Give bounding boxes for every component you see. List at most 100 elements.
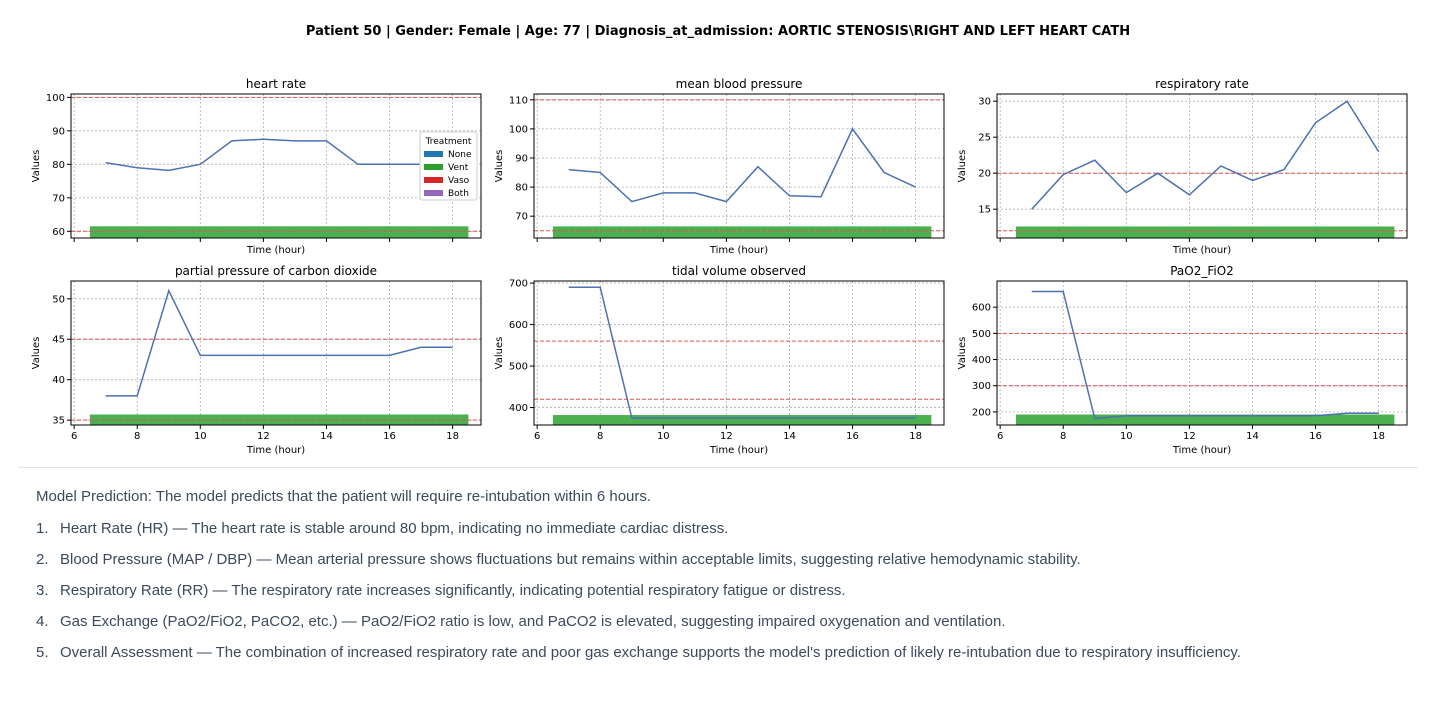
finding-text: Heart Rate (HR) — The heart rate is stab… bbox=[60, 520, 729, 537]
plot-frame bbox=[70, 280, 482, 426]
chart-title: partial pressure of carbon dioxide bbox=[175, 264, 377, 278]
y-tick-label: 200 bbox=[972, 407, 991, 418]
finding-item: 4. Gas Exchange (PaO2/FiO2, PaCO2, etc.) … bbox=[36, 612, 1416, 632]
y-axis-label: Values bbox=[957, 337, 968, 370]
x-tick-label: 18 bbox=[1372, 431, 1385, 442]
y-tick-label: 90 bbox=[52, 126, 65, 137]
legend-swatch-none bbox=[424, 151, 443, 157]
x-tick-label: 10 bbox=[657, 431, 670, 442]
y-axis-label: Values bbox=[957, 150, 968, 183]
x-axis-label: Time (hour) bbox=[1172, 445, 1231, 456]
y-tick-label: 400 bbox=[509, 403, 528, 414]
chart-title: tidal volume observed bbox=[672, 264, 806, 278]
y-tick-label: 80 bbox=[515, 183, 528, 194]
treatment-bar-vent bbox=[1015, 414, 1395, 425]
x-tick-label: 14 bbox=[783, 431, 796, 442]
x-axis-label: Time (hour) bbox=[709, 245, 768, 256]
series-line bbox=[1031, 290, 1379, 420]
legend-swatch-both bbox=[424, 190, 443, 196]
finding-item: 3. Respiratory Rate (RR) — The respirator… bbox=[36, 581, 1416, 601]
section-divider bbox=[18, 467, 1418, 468]
x-tick-label: 10 bbox=[1120, 431, 1133, 442]
plot-frame bbox=[996, 93, 1408, 239]
finding-text: Blood Pressure (MAP / DBP) — Mean arteri… bbox=[60, 551, 1081, 568]
chart-title: respiratory rate bbox=[1155, 77, 1249, 91]
model-report: Model Prediction: The model predicts tha… bbox=[36, 487, 1416, 674]
y-axis-label: Values bbox=[494, 150, 505, 183]
x-tick-label: 18 bbox=[446, 431, 459, 442]
x-tick-label: 6 bbox=[71, 431, 77, 442]
finding-item: 1. Heart Rate (HR) — The heart rate is st… bbox=[36, 519, 1416, 539]
plot-area bbox=[534, 99, 944, 238]
finding-number: 3. bbox=[36, 582, 49, 599]
treatment-bar-vent bbox=[552, 226, 932, 238]
chart-panel: 6 8 10 12 14 16 18 35 40 45 50 partial pressure of … bbox=[31, 264, 482, 456]
plot-frame bbox=[533, 280, 945, 426]
finding-text: Gas Exchange (PaO2/FiO2, PaCO2, etc.) — … bbox=[60, 613, 1006, 630]
x-tick-label: 8 bbox=[597, 431, 603, 442]
y-tick-label: 700 bbox=[509, 279, 528, 290]
y-tick-label: 30 bbox=[978, 97, 991, 108]
plot-area bbox=[997, 100, 1407, 238]
chart-panel: 60 70 80 90 100 heart rate Time (hour) Values Tr… bbox=[31, 77, 482, 256]
plot-area bbox=[71, 96, 481, 238]
x-axis-label: Time (hour) bbox=[246, 445, 305, 456]
y-axis-label: Values bbox=[494, 337, 505, 370]
finding-text: Overall Assessment — The combination of … bbox=[60, 644, 1241, 661]
treatment-bar-vent bbox=[89, 226, 469, 238]
x-tick-label: 6 bbox=[534, 431, 540, 442]
findings-list: 1. Heart Rate (HR) — The heart rate is st… bbox=[36, 519, 1416, 663]
treatment-legend: Treatment None Vent Vaso Both bbox=[419, 131, 478, 201]
finding-number: 1. bbox=[36, 520, 49, 537]
x-tick-label: 12 bbox=[257, 431, 270, 442]
finding-number: 2. bbox=[36, 551, 49, 568]
y-tick-label: 100 bbox=[46, 93, 65, 104]
series-line bbox=[105, 138, 453, 172]
y-axis-label: Values bbox=[31, 150, 42, 183]
y-tick-label: 40 bbox=[52, 375, 65, 386]
x-axis-label: Time (hour) bbox=[709, 445, 768, 456]
y-tick-label: 110 bbox=[509, 95, 528, 106]
model-prediction: Model Prediction: The model predicts tha… bbox=[36, 488, 652, 505]
y-tick-label: 400 bbox=[972, 355, 991, 366]
x-tick-label: 14 bbox=[320, 431, 333, 442]
y-tick-label: 20 bbox=[978, 169, 991, 180]
x-tick-label: 16 bbox=[383, 431, 396, 442]
y-tick-label: 60 bbox=[52, 227, 65, 238]
legend-title: Treatment bbox=[425, 137, 472, 147]
plot-frame bbox=[996, 280, 1408, 426]
chart-title: mean blood pressure bbox=[676, 77, 803, 91]
x-tick-label: 10 bbox=[194, 431, 207, 442]
y-tick-label: 300 bbox=[972, 381, 991, 392]
x-tick-label: 18 bbox=[909, 431, 922, 442]
y-tick-label: 100 bbox=[509, 124, 528, 135]
series-line bbox=[568, 127, 916, 203]
y-tick-label: 35 bbox=[52, 416, 65, 427]
finding-text: Respiratory Rate (RR) — The respiratory … bbox=[60, 582, 846, 599]
chart-panel: 15 20 25 30 respiratory rate Time (hour) Value… bbox=[957, 77, 1408, 256]
treatment-bar-vent bbox=[1015, 226, 1395, 238]
x-tick-label: 16 bbox=[846, 431, 859, 442]
x-tick-label: 6 bbox=[997, 431, 1003, 442]
legend-label: Vaso bbox=[448, 176, 470, 186]
y-tick-label: 600 bbox=[972, 303, 991, 314]
finding-number: 5. bbox=[36, 644, 49, 661]
y-tick-label: 90 bbox=[515, 154, 528, 165]
x-tick-label: 8 bbox=[1060, 431, 1066, 442]
y-tick-label: 15 bbox=[978, 205, 991, 216]
x-tick-label: 12 bbox=[720, 431, 733, 442]
finding-number: 4. bbox=[36, 613, 49, 630]
y-tick-label: 50 bbox=[52, 294, 65, 305]
x-tick-label: 8 bbox=[134, 431, 140, 442]
y-tick-label: 600 bbox=[509, 320, 528, 331]
plot-frame bbox=[533, 93, 945, 239]
series-line bbox=[1031, 100, 1380, 210]
y-tick-label: 70 bbox=[515, 212, 528, 223]
x-axis-label: Time (hour) bbox=[246, 245, 305, 256]
plot-area bbox=[71, 288, 481, 425]
x-tick-label: 16 bbox=[1309, 431, 1322, 442]
legend-label: Both bbox=[448, 189, 469, 199]
chart-panel: 70 80 90 100 110 mean blood pressure Time (hou… bbox=[494, 77, 945, 256]
legend-swatch-vaso bbox=[424, 177, 443, 183]
treatment-bar-vent bbox=[552, 415, 932, 425]
